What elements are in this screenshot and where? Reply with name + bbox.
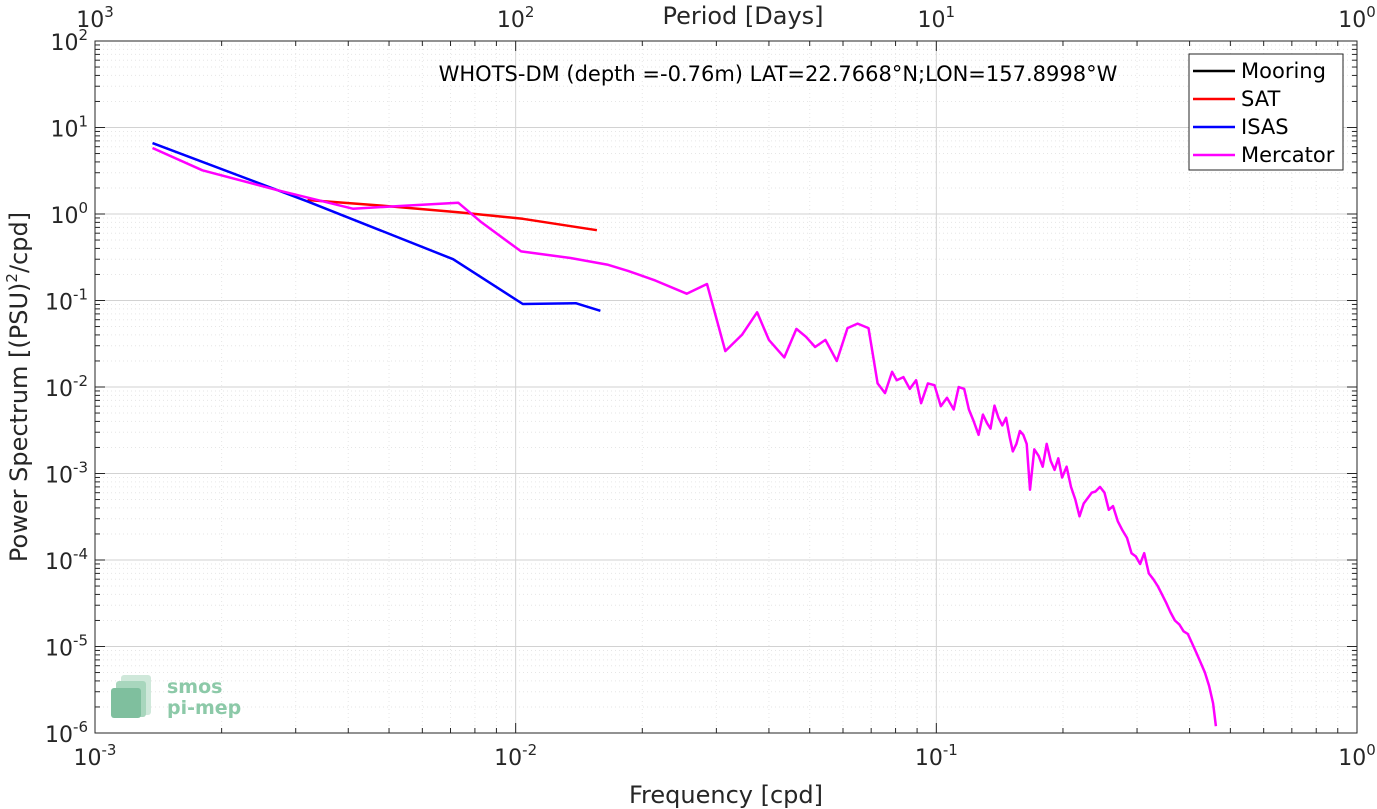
y-tick-label: 10-2 — [45, 372, 88, 402]
y-tick-base: 10 — [50, 31, 78, 56]
legend-box — [1188, 53, 1344, 171]
y-tick-label: 10-1 — [45, 286, 88, 316]
y-axis-label-superscript: 2 — [3, 273, 21, 283]
y-tick-exponent: -3 — [73, 459, 88, 477]
top-tick-label: 101 — [918, 3, 956, 33]
top-tick-label: 102 — [497, 3, 535, 33]
x-axis-label: Frequency [cpd] — [629, 781, 823, 809]
top-tick-label: 103 — [76, 3, 114, 33]
x-tick-label: 100 — [1338, 741, 1376, 771]
series-layer — [151, 141, 1218, 727]
logo-line1: smos — [167, 676, 222, 698]
y-tick-base: 10 — [50, 118, 78, 143]
x-tick-exponent: -3 — [102, 741, 117, 759]
y-axis-label-tail: /cpd] — [5, 212, 33, 273]
chart-title: WHOTS-DM (depth =-0.76m) LAT=22.7668°N;L… — [439, 62, 1118, 86]
y-tick-exponent: 0 — [78, 199, 88, 217]
y-tick-base: 10 — [45, 291, 73, 316]
logo-line2: pi-mep — [167, 697, 241, 719]
x-tick-exponent: -2 — [522, 741, 537, 759]
legend-label-mooring: Mooring — [1241, 59, 1326, 83]
x-tick-base: 10 — [1338, 746, 1366, 771]
legend-label-isas: ISAS — [1241, 115, 1289, 139]
x-tick-label: 10-2 — [494, 741, 537, 771]
y-axis-label: Power Spectrum [(PSU)2/cpd] — [3, 212, 33, 562]
top-tick-labels: 103 102 101 100 — [76, 3, 1376, 33]
tick-marks — [94, 40, 1358, 734]
top-tick-base: 10 — [918, 8, 946, 33]
top-tick-base: 10 — [76, 8, 104, 33]
x-tick-label: 10-1 — [915, 741, 958, 771]
y-tick-exponent: 2 — [78, 26, 88, 44]
y-tick-label: 102 — [50, 26, 88, 56]
y-tick-label: 101 — [50, 113, 88, 143]
y-tick-base: 10 — [45, 377, 73, 402]
series-line-mercator — [151, 146, 1218, 727]
top-tick-exponent: 3 — [104, 3, 114, 21]
y-tick-base: 10 — [45, 550, 73, 575]
y-axis-label-main: Power Spectrum [(PSU) — [5, 283, 33, 562]
top-tick-base: 10 — [497, 8, 525, 33]
y-tick-base: 10 — [45, 464, 73, 489]
x-tick-base: 10 — [494, 746, 522, 771]
y-tick-base: 10 — [50, 204, 78, 229]
x-tick-base: 10 — [74, 746, 102, 771]
y-tick-exponent: -2 — [73, 372, 88, 390]
y-tick-label: 10-5 — [45, 632, 88, 662]
y-tick-label: 100 — [50, 199, 88, 229]
y-tick-exponent: -4 — [73, 545, 88, 563]
y-tick-base: 10 — [45, 723, 73, 748]
x-tick-base: 10 — [915, 746, 943, 771]
y-tick-exponent: -5 — [73, 632, 88, 650]
top-tick-exponent: 2 — [525, 3, 535, 21]
top-tick-label: 100 — [1338, 3, 1376, 33]
top-tick-base: 10 — [1338, 8, 1366, 33]
legend: Mooring SAT ISAS Mercator — [1188, 53, 1344, 171]
y-tick-exponent: -1 — [73, 286, 88, 304]
legend-label-sat: SAT — [1241, 87, 1280, 111]
x-tick-exponent: 0 — [1366, 741, 1376, 759]
y-tick-base: 10 — [45, 637, 73, 662]
y-tick-label: 10-4 — [45, 545, 88, 575]
y-tick-exponent: -6 — [73, 718, 88, 736]
series-line-sat — [307, 198, 598, 232]
x-tick-labels: 10-3 10-2 10-1 100 — [74, 741, 1376, 771]
y-tick-label: 10-6 — [45, 718, 88, 748]
y-tick-label: 10-3 — [45, 459, 88, 489]
top-tick-exponent: 1 — [946, 3, 956, 21]
y-tick-exponent: 1 — [78, 113, 88, 131]
top-axis-label: Period [Days] — [662, 2, 823, 30]
legend-label-mercator: Mercator — [1241, 143, 1335, 167]
top-tick-exponent: 0 — [1366, 3, 1376, 21]
x-tick-exponent: -1 — [943, 741, 958, 759]
logo-mark-front — [111, 688, 141, 718]
x-tick-label: 10-3 — [74, 741, 117, 771]
smos-pi-mep-logo: smos pi-mep — [111, 675, 241, 719]
minor-grid — [95, 41, 1357, 733]
